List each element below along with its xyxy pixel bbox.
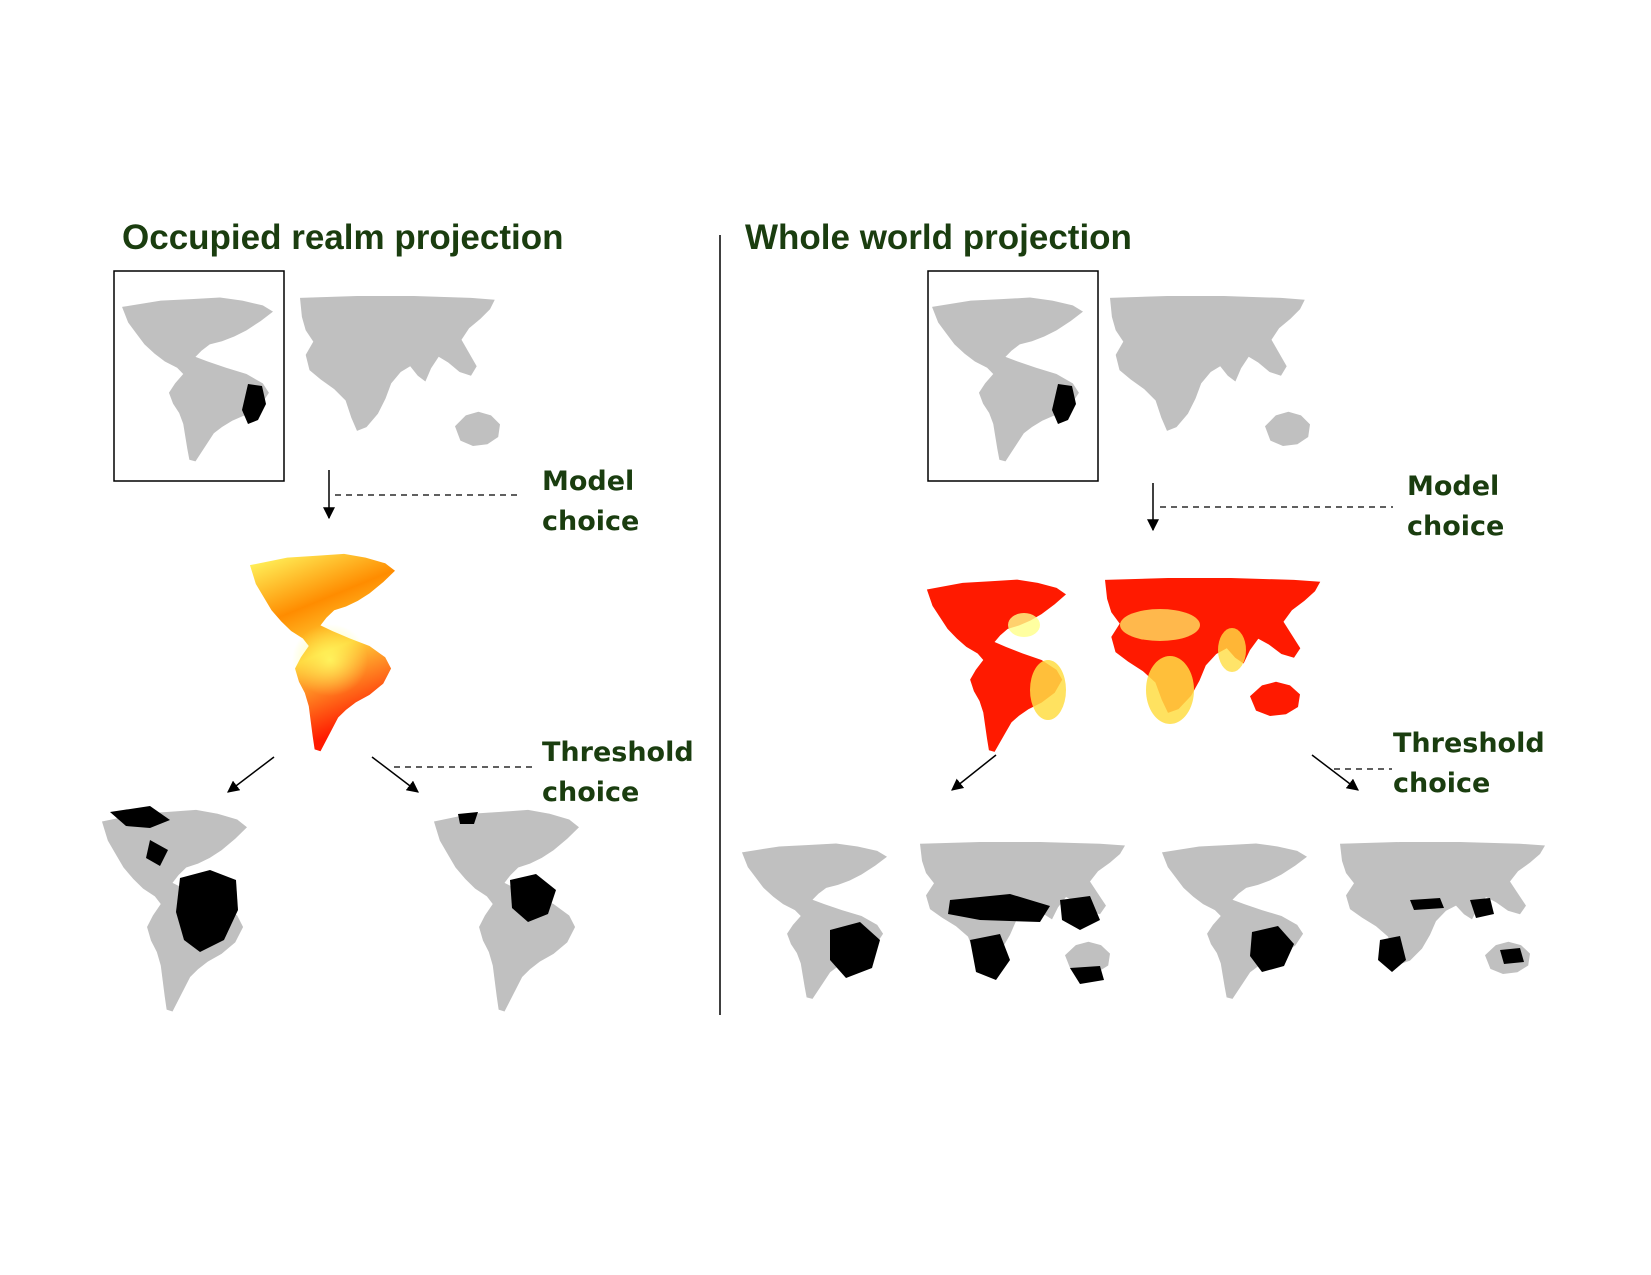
right-occupied-realm-box [927, 270, 1099, 482]
right-threshold-choice-line1: Threshold [1393, 728, 1545, 759]
right-binary-map-low-threshold [741, 842, 1125, 999]
right-model-choice-line1: Model [1407, 471, 1500, 502]
left-binary-map-low-threshold [101, 806, 248, 1012]
left-model-choice-line2: choice [542, 506, 640, 537]
right-suitability-map [926, 578, 1321, 752]
left-threshold-arrow-high [371, 756, 419, 793]
left-threshold-choice-label: Threshold choice [542, 733, 694, 813]
right-binary-map-high-threshold [1161, 842, 1545, 999]
right-threshold-arrow-high [1311, 754, 1359, 791]
right-occupied-range [1052, 384, 1076, 424]
left-suitability-map [249, 553, 395, 752]
right-input-world-map [927, 270, 1310, 482]
right-panel-title: Whole world projection [745, 218, 1132, 257]
right-threshold-choice-line2: choice [1393, 768, 1491, 799]
left-model-choice-label: Model choice [542, 462, 639, 542]
left-threshold-choice-line2: choice [542, 777, 640, 808]
right-model-choice-line2: choice [1407, 511, 1505, 542]
right-threshold-arrow-low [951, 754, 997, 791]
right-model-choice-label: Model choice [1407, 467, 1504, 547]
left-model-choice-line1: Model [542, 466, 635, 497]
left-panel-title: Occupied realm projection [122, 218, 564, 257]
left-occupied-realm-box [113, 270, 285, 482]
left-input-world-map [113, 270, 500, 482]
left-threshold-arrow-low [227, 756, 275, 793]
left-occupied-range [242, 384, 266, 424]
left-threshold-choice-line1: Threshold [542, 737, 694, 768]
right-threshold-choice-label: Threshold choice [1393, 724, 1545, 804]
left-binary-map-high-threshold [433, 809, 579, 1012]
